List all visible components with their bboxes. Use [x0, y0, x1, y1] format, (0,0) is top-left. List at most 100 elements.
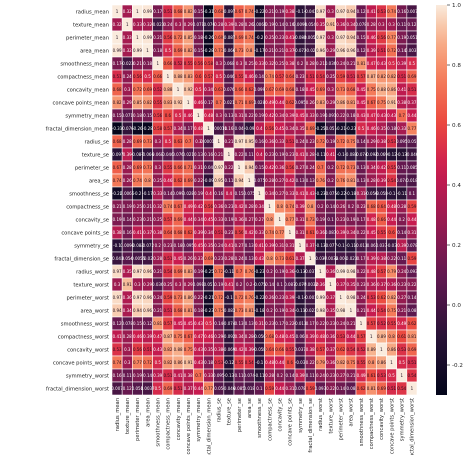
cell-value-label: 0.2 [399, 217, 406, 222]
y-tick-label: area_se [89, 178, 109, 184]
x-tick-label: symmetry_mean [196, 398, 202, 442]
cell-value-label: 0.51 [163, 9, 172, 14]
cell-value-label: 0.21 [214, 152, 223, 157]
cell-value-label: 0.6 [195, 74, 202, 79]
cell-value-label: 0.74 [285, 204, 294, 209]
cell-value-label: 0.28 [265, 373, 274, 378]
cell-value-label: 0.06 [296, 334, 305, 339]
cell-value-label: 0.96 [143, 295, 152, 300]
cell-value-label: 0.57 [163, 321, 172, 326]
cell-value-label: 0.53 [397, 347, 406, 352]
cell-value-label: 0.53 [377, 373, 386, 378]
cell-value-label: 0.45 [367, 230, 376, 235]
cell-value-label: 0.12 [407, 22, 416, 27]
cell-value-label: 0.22 [336, 113, 345, 118]
cell-value-label: 0.72 [336, 139, 345, 144]
cell-value-label: 0.13 [296, 178, 305, 183]
cell-value-label: 0.16 [255, 139, 264, 144]
cell-value-label: 0.091 [325, 113, 337, 118]
cell-value-label: 0.51 [306, 74, 315, 79]
cell-value-label: 0.57 [316, 347, 325, 352]
cell-value-label: 0.21 [265, 9, 274, 14]
cell-value-label: 0.12 [143, 321, 152, 326]
cell-value-label: 0.23 [285, 152, 294, 157]
cell-value-label: 0.41 [296, 152, 305, 157]
cell-value-label: 0.95 [245, 139, 254, 144]
cell-value-label: 1 [248, 178, 251, 183]
cell-value-label: 0.83 [184, 269, 193, 274]
cell-value-label: 0.62 [336, 347, 345, 352]
x-tick-label: perimeter_worst [339, 398, 345, 441]
cell-value-label: 0.55 [387, 321, 396, 326]
y-tick-label: smoothness_worst [61, 321, 109, 327]
colorbar-tick-label: -0.2 [452, 363, 463, 369]
cell-value-label: 0.021 [223, 100, 235, 105]
cell-value-label: 0.66 [153, 74, 162, 79]
cell-value-label: 0.43 [306, 191, 315, 196]
cell-value-label: 0.44 [407, 113, 416, 118]
cell-value-label: 0.97 [316, 35, 325, 40]
cell-value-label: 0.57 [377, 269, 386, 274]
cell-value-label: 0.37 [336, 282, 345, 287]
cell-value-label: 1 [319, 269, 322, 274]
cell-value-label: 0.15 [357, 35, 366, 40]
cell-value-label: -0.23 [203, 308, 214, 313]
cell-value-label: -0.03 [386, 243, 397, 248]
cell-value-label: 1 [268, 204, 271, 209]
cell-value-label: 0.35 [377, 126, 386, 131]
cell-value-label: 0.52 [153, 87, 162, 92]
cell-value-label: 0.24 [163, 22, 172, 27]
cell-value-label: 0.52 [357, 347, 366, 352]
cell-value-label: 0.095 [396, 139, 408, 144]
cell-value-label: 0.18 [133, 113, 142, 118]
cell-value-label: 0.08 [346, 386, 355, 391]
cell-value-label: 0.72 [143, 360, 152, 365]
x-tick-label: area_worst [349, 398, 355, 426]
cell-value-label: 0.14 [265, 282, 274, 287]
cell-value-label: 0.25 [245, 61, 254, 66]
cell-value-label: 0.81 [357, 61, 366, 66]
cell-value-label: 0.5 [399, 360, 406, 365]
cell-value-label: 0.99 [113, 48, 122, 53]
cell-value-label: 0.69 [133, 139, 142, 144]
cell-value-label: 0.35 [296, 126, 305, 131]
cell-value-label: -0.11 [315, 152, 326, 157]
cell-value-label: 0.25 [275, 61, 284, 66]
cell-value-label: 0.83 [316, 100, 325, 105]
cell-value-label: 0.48 [367, 217, 376, 222]
cell-value-label: 0.046 [223, 74, 235, 79]
cell-value-label: 0.51 [377, 48, 386, 53]
cell-value-label: 0.18 [153, 48, 162, 53]
cell-value-label: 0.55 [235, 74, 244, 79]
cell-value-label: 0.2 [277, 373, 284, 378]
cell-value-label: 0.28 [367, 22, 376, 27]
cell-value-label: -0.31 [203, 9, 214, 14]
colorbar-tick-label: 1.0 [452, 3, 461, 9]
cell-value-label: 0.46 [163, 178, 172, 183]
cell-value-label: 0.45 [194, 243, 203, 248]
cell-value-label: 0.56 [194, 61, 203, 66]
cell-value-label: -0.23 [254, 269, 265, 274]
cell-value-label: 0.4 [205, 191, 212, 196]
cell-value-label: 0.81 [407, 334, 416, 339]
cell-value-label: 0.21 [224, 139, 233, 144]
cell-value-label: 0.39 [285, 113, 294, 118]
cell-value-label: 1 [217, 139, 220, 144]
cell-value-label: 1 [350, 308, 353, 313]
cell-value-label: 0.62 [174, 178, 183, 183]
cell-value-label: 0.13 [245, 243, 254, 248]
cell-value-label: 0.24 [336, 61, 345, 66]
cell-value-label: 0.56 [377, 35, 386, 40]
y-tick-label: texture_se [82, 152, 109, 158]
cell-value-label: 0.8 [246, 48, 253, 53]
cell-value-label: 0.19 [275, 308, 284, 313]
cell-value-label: 0.59 [265, 386, 274, 391]
cell-value-label: 0.74 [387, 9, 396, 14]
cell-value-label: 0.095 [294, 100, 306, 105]
cell-value-label: 1 [329, 282, 332, 287]
cell-value-label: 0.093 [315, 386, 327, 391]
cell-value-label: 0.11 [397, 256, 406, 261]
cell-value-label: -0.1 [337, 243, 345, 248]
cell-value-label: 0.77 [285, 217, 294, 222]
cell-value-label: 0.39 [265, 243, 274, 248]
